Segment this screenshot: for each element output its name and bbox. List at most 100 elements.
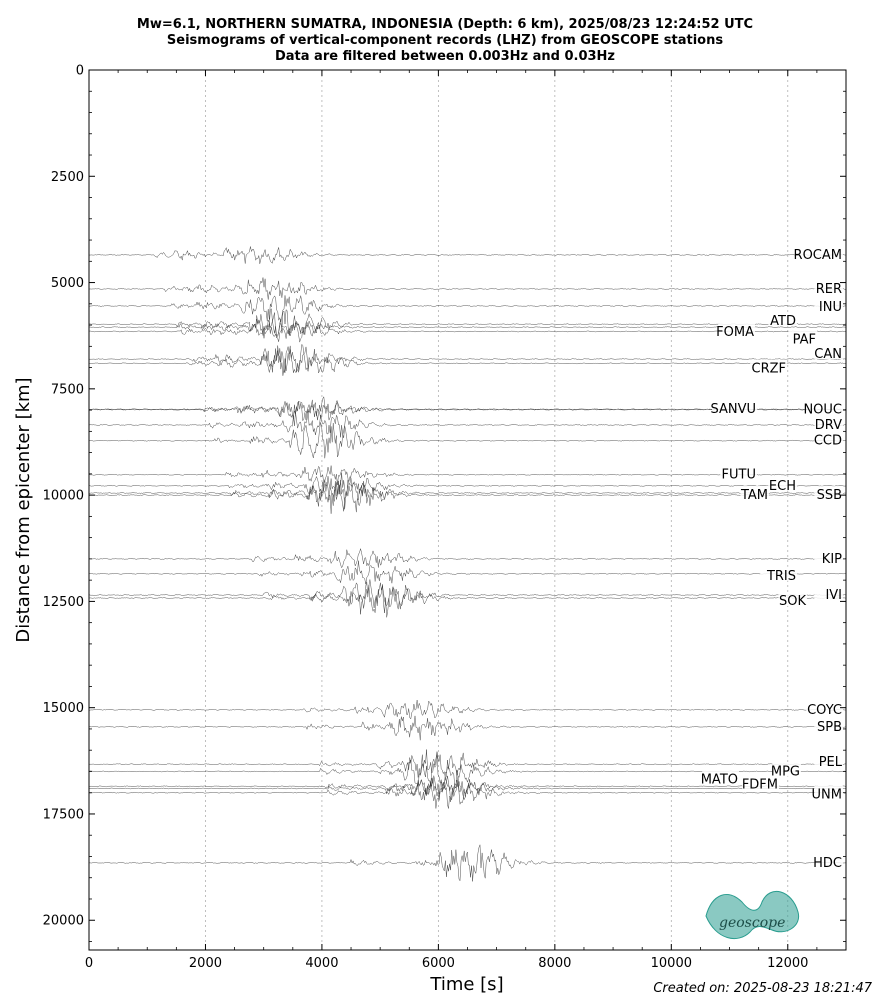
station-label-sok: SOK: [779, 594, 806, 609]
x-tick-label: 8000: [538, 956, 571, 971]
trace-pel: [89, 749, 846, 779]
y-tick-label: 7500: [51, 382, 84, 397]
station-label-rer: RER: [816, 282, 842, 297]
station-label-pel: PEL: [819, 755, 843, 770]
station-label-bg: [814, 415, 843, 430]
trace-ech: [88, 472, 846, 497]
x-tick-label: 4000: [305, 956, 338, 971]
x-tick-label: 0: [85, 956, 93, 971]
station-label-tris: TRIS: [766, 569, 796, 584]
station-label-rocam: ROCAM: [794, 248, 842, 263]
station-label-bg: [742, 775, 779, 790]
logo-text: geoscope: [719, 915, 785, 931]
trace-ivi: [88, 579, 846, 609]
station-label-bg: [814, 431, 843, 446]
station-label-bg: [814, 853, 843, 868]
station-label-bg: [712, 400, 757, 415]
trace-crzf: [88, 343, 846, 376]
station-label-bg: [740, 485, 769, 500]
trace-drv: [88, 410, 846, 438]
station-label-mato: MATO: [701, 772, 738, 787]
trace-ccd: [88, 422, 846, 459]
station-label-bg: [814, 785, 843, 800]
station-label-bg: [814, 345, 843, 360]
station-label-drv: DRV: [815, 418, 842, 433]
trace-kip: [88, 547, 846, 569]
station-label-coyc: COYC: [807, 703, 842, 718]
trace-hdc: [88, 844, 846, 882]
station-label-sanvu: SANVU: [710, 402, 756, 417]
station-label-bg: [814, 279, 843, 294]
chart-title: Mw=6.1, NORTHERN SUMATRA, INDONESIA (Dep…: [136, 17, 754, 32]
axis-ticks: 0 2000 4000 6000 8000 10000 12000 0 2500 5000 7500…: [43, 64, 846, 971]
station-label-bg: [778, 592, 807, 606]
trace-tam: [89, 479, 846, 510]
trace-rer: [88, 277, 846, 300]
trace-spb: [88, 715, 846, 741]
trace-rocam: [88, 246, 846, 264]
station-label-bg: [798, 245, 843, 260]
trace-mato: [89, 775, 846, 795]
station-label-bg: [814, 549, 843, 564]
station-label-nouc: NOUC: [803, 403, 842, 418]
y-tick-label: 12500: [43, 595, 84, 610]
trace-sok: [88, 581, 846, 618]
logo: geoscope: [705, 891, 800, 940]
x-tick-label: 6000: [422, 956, 455, 971]
x-axis-label: Time [s]: [429, 974, 503, 995]
y-tick-label: 0: [76, 64, 84, 79]
station-label-bg: [814, 486, 843, 501]
station-label-bg: [814, 753, 843, 768]
station-label-futu: FUTU: [722, 468, 756, 483]
trace-fdfm: [88, 776, 846, 802]
station-label-hdc: HDC: [813, 856, 842, 871]
y-tick-label: 15000: [43, 701, 84, 716]
station-label-bg: [720, 465, 757, 480]
station-label-bg: [760, 566, 797, 581]
station-label-atd: ATD: [770, 314, 796, 329]
chart-titles: Mw=6.1, NORTHERN SUMATRA, INDONESIA (Dep…: [0, 17, 890, 65]
station-label-ssb: SSB: [817, 488, 842, 503]
station-label-bg: [718, 323, 755, 338]
station-label-can: CAN: [814, 347, 842, 362]
station-label-bg: [772, 762, 801, 777]
trace-tris: [88, 560, 846, 585]
trace-inu: [88, 295, 846, 323]
logo-globe-shape: [705, 891, 800, 940]
station-label-bg: [702, 770, 739, 785]
grid-lines: [205, 70, 789, 950]
y-axis-label: Distance from epicenter [km]: [13, 377, 34, 642]
station-label-paf: PAF: [793, 332, 816, 347]
station-label-fdfm: FDFM: [742, 777, 778, 792]
y-tick-label: 20000: [43, 914, 84, 929]
chart-subtitle-filter: Data are filtered between 0.003Hz and 0.…: [274, 49, 616, 64]
station-label-kip: KIP: [822, 552, 842, 567]
station-label-bg: [814, 717, 843, 732]
trace-coyc: [88, 699, 846, 720]
trace-can: [89, 345, 846, 373]
y-tick-label: 5000: [51, 276, 84, 291]
x-tick-label: 2000: [189, 956, 222, 971]
station-label-bg: [806, 700, 843, 715]
y-tick-label: 2500: [51, 170, 84, 185]
chart-subtitle: Seismograms of vertical-component record…: [166, 33, 724, 48]
station-label-foma: FOMA: [716, 325, 754, 340]
y-tick-label: 17500: [43, 807, 84, 822]
station-label-bg: [814, 297, 843, 312]
station-label-ech: ECH: [769, 479, 796, 494]
station-label-spb: SPB: [817, 720, 842, 735]
station-label-bg: [768, 476, 797, 491]
x-tick-label: 12000: [767, 956, 808, 971]
station-label-bg: [750, 359, 787, 374]
trace-ssb: [88, 475, 846, 514]
station-label-bg: [814, 586, 843, 601]
station-label-ccd: CCD: [814, 434, 842, 449]
y-tick-label: 10000: [43, 489, 84, 504]
station-label-tam: TAM: [740, 488, 768, 503]
plot-frame: [88, 69, 847, 951]
station-label-bg: [788, 330, 817, 345]
trace-unm: [88, 779, 846, 809]
x-tick-label: 10000: [651, 956, 692, 971]
